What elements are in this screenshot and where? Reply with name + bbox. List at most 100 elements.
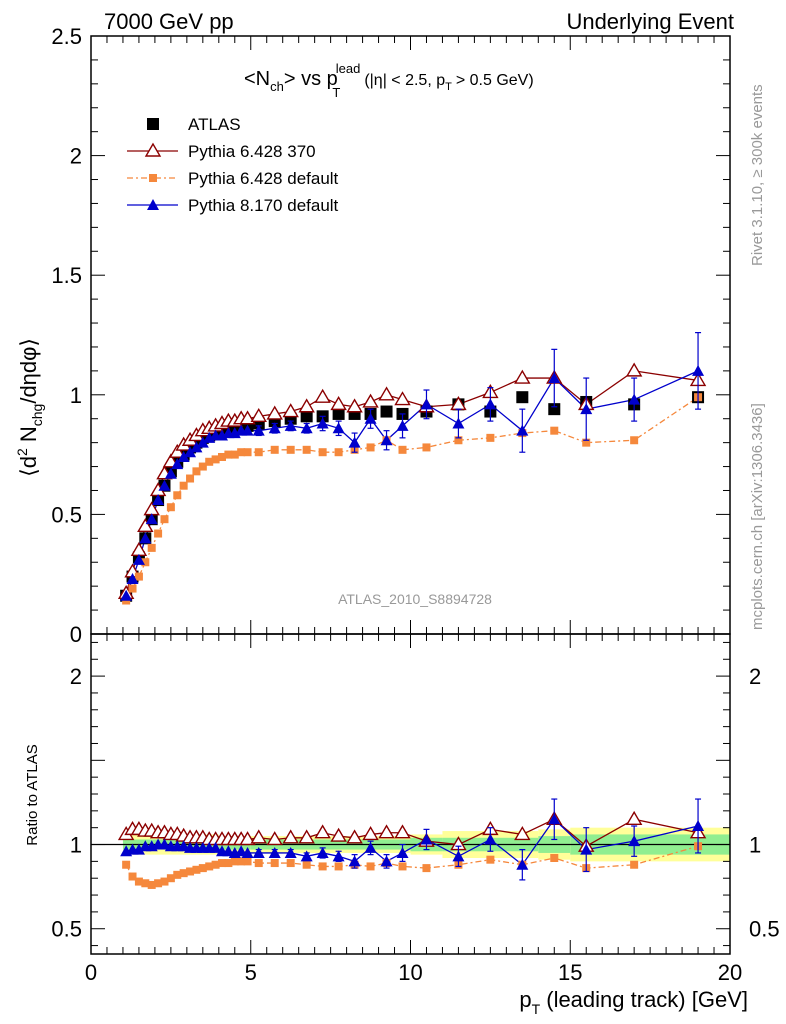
x-tick-label: 20	[718, 960, 742, 985]
top-data-point-3	[364, 412, 377, 424]
top-data-point-3	[396, 419, 409, 431]
top-data-point-3	[628, 393, 641, 405]
bottom-y-tick-label-left: 1	[70, 833, 82, 858]
top-data-point-3	[332, 422, 345, 434]
ratio-data-point-0	[239, 831, 256, 846]
top-y-tick-label: 1.5	[51, 263, 82, 288]
top-data-point-1	[137, 517, 154, 533]
ratio-data-point-2	[316, 846, 329, 858]
header-left: 7000 GeV pp	[104, 9, 234, 34]
top-data-point-2	[486, 433, 495, 442]
bottom-y-axis-label: Ratio to ATLAS	[24, 744, 41, 845]
top-data-point-3	[158, 479, 171, 491]
top-data-point-3	[139, 532, 152, 544]
ratio-data-point-1	[186, 867, 195, 876]
top-data-point-1	[394, 391, 411, 406]
legend-label: Pythia 6.428 default	[188, 169, 339, 188]
bottom-panel-frame	[90, 633, 731, 955]
ratio-data-point-2	[209, 841, 222, 853]
top-data-point-2	[398, 445, 407, 454]
ratio-data-point-1	[179, 869, 188, 878]
ratio-data-point-0	[394, 824, 411, 839]
ratio-data-point-2	[252, 846, 265, 858]
ratio-data-point-0	[314, 824, 331, 839]
top-data-point-2	[217, 452, 226, 461]
top-data-point-3	[452, 417, 465, 429]
ratio-data-point-1	[205, 862, 214, 871]
bottom-y-tick-label-left: 0.5	[51, 917, 82, 942]
top-data-point-2	[550, 426, 559, 435]
ratio-data-point-2	[484, 833, 497, 845]
x-tick-label: 15	[558, 960, 582, 985]
legend-marker	[149, 174, 157, 182]
top-y-tick-label: 0.5	[51, 502, 82, 527]
ratio-data-point-0	[514, 826, 531, 841]
bottom-panel: 0.5 0.5 1 1 2 2 0 5 10 15 20 Ratio to ATLAS pT (l…	[24, 633, 780, 1017]
bottom-y-tick-label-right: 1	[749, 833, 761, 858]
top-data-point-2	[318, 448, 327, 457]
analysis-watermark: ATLAS_2010_S8894728	[338, 591, 492, 607]
plot-title: <Nch> vs plead T(|η| < 2.5, pT > 0.5 GeV)	[244, 61, 534, 100]
bottom-axis-ticks	[90, 634, 731, 954]
legend-label: ATLAS	[188, 115, 241, 134]
ratio-data-point-1	[141, 879, 150, 888]
ratio-data-point-2	[132, 843, 145, 855]
top-data-point-2	[147, 543, 156, 552]
top-data-point-0	[548, 403, 561, 416]
ratio-data-point-2	[268, 846, 281, 858]
top-y-tick-label: 2	[70, 144, 82, 169]
top-data-point-3	[348, 436, 361, 448]
top-data-point-2	[243, 448, 252, 457]
top-data-point-2	[422, 443, 431, 452]
top-panel-frame	[90, 35, 731, 635]
top-data-point-1	[298, 398, 315, 413]
top-data-point-2	[141, 558, 150, 567]
top-data-point-0	[332, 407, 345, 420]
ratio-data-point-1	[160, 877, 169, 886]
top-data-point-2	[630, 436, 639, 445]
legend-marker	[147, 199, 159, 210]
ratio-data-point-1	[422, 864, 431, 873]
ratio-data-point-1	[128, 872, 137, 881]
x-tick-label: 5	[245, 960, 257, 985]
top-data-point-3	[132, 553, 145, 565]
top-data-point-1	[239, 410, 256, 425]
ratio-data-point-1	[398, 862, 407, 871]
ratio-data-point-0	[298, 829, 315, 844]
top-data-point-2	[270, 445, 279, 454]
top-data-point-3	[284, 419, 297, 431]
ratio-data-point-0	[282, 829, 299, 844]
ratio-data-point-1	[192, 865, 201, 874]
top-y-tick-label: 2.5	[51, 24, 82, 49]
top-data-point-2	[160, 515, 169, 524]
ratio-data-point-1	[230, 857, 239, 866]
bottom-y-tick-label-right: 2	[749, 664, 761, 689]
ratio-data-point-1	[134, 877, 143, 886]
legend: ATLAS Pythia 6.428 370 Pythia 6.428 defaul…	[127, 115, 339, 215]
top-data-point-2	[230, 450, 239, 459]
top-data-point-2	[173, 491, 182, 500]
ratio-data-point-1	[302, 860, 311, 869]
ratio-data-point-2	[380, 855, 393, 867]
ratio-data-point-0	[378, 824, 395, 839]
ratio-data-point-2	[348, 855, 361, 867]
top-data-point-2	[454, 436, 463, 445]
rivet-version-label: Rivet 3.1.10, ≥ 300k events	[749, 84, 766, 266]
top-data-point-3	[420, 398, 433, 410]
top-data-point-2	[302, 445, 311, 454]
top-data-point-3	[164, 467, 177, 479]
top-data-point-2	[237, 448, 246, 457]
ratio-data-point-1	[198, 864, 207, 873]
ratio-data-point-1	[173, 870, 182, 879]
ratio-data-point-1	[286, 859, 295, 868]
top-data-point-2	[186, 474, 195, 483]
top-data-point-3	[190, 441, 203, 453]
mcplots-label: mcplots.cern.ch [arXiv:1306.3436]	[749, 403, 766, 630]
ratio-data-point-1	[154, 879, 163, 888]
ratio-data-point-1	[334, 862, 343, 871]
ratio-data-point-2	[548, 813, 561, 825]
ratio-data-point-1	[486, 855, 495, 864]
top-data-point-3	[516, 424, 529, 436]
top-data-point-2	[254, 448, 263, 457]
ratio-data-point-1	[270, 859, 279, 868]
